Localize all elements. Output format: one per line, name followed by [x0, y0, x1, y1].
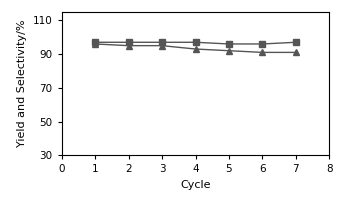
Yield [93, 43, 97, 45]
selectivity [127, 41, 131, 43]
selectivity [294, 41, 298, 43]
Y-axis label: Yield and Selectivity/%: Yield and Selectivity/% [17, 20, 27, 147]
Yield [294, 51, 298, 54]
selectivity [260, 43, 264, 45]
Yield [260, 51, 264, 54]
Yield [227, 50, 231, 52]
Yield [127, 44, 131, 47]
Yield [193, 48, 198, 50]
X-axis label: Cycle: Cycle [180, 180, 211, 190]
selectivity [93, 41, 97, 43]
selectivity [160, 41, 164, 43]
selectivity [193, 41, 198, 43]
Yield [160, 44, 164, 47]
Line: selectivity: selectivity [92, 40, 299, 47]
Line: Yield: Yield [92, 41, 299, 55]
selectivity [227, 43, 231, 45]
